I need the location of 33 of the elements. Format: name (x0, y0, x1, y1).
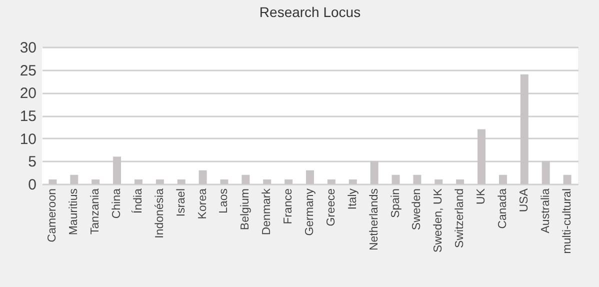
y-tick-label: 10 (20, 130, 36, 148)
x-tick-label: Switzerland (454, 188, 466, 248)
x-tick-label: Netherlands (368, 188, 380, 251)
x-tick-label: Denmark (261, 188, 274, 236)
x-tick-label: Indonésia (154, 188, 166, 238)
x-tick-label: USA (518, 188, 530, 212)
x-tick-label: Germany (304, 188, 316, 236)
x-tick-label: Canada (496, 188, 509, 229)
x-tick-label: multi-cultural (561, 188, 574, 254)
x-tick-label: Sweden, UK (432, 188, 445, 252)
y-tick-label: 5 (28, 154, 36, 171)
y-tick-label: 0 (28, 176, 36, 194)
x-tick-label: Cameroon (46, 188, 59, 242)
x-tick-label: Greece (325, 188, 338, 226)
x-tick-label: Sweden (411, 188, 424, 230)
x-tick-label: Mauritius (68, 188, 80, 236)
y-tick-label: 20 (20, 85, 36, 102)
x-tick-label: UK (476, 188, 488, 204)
y-tick-label: 15 (20, 108, 36, 125)
y-tick-label: 25 (20, 62, 36, 80)
x-tick-label: Australia (540, 188, 552, 234)
x-tick-label: Belgium (240, 188, 252, 230)
y-tick-label: 30 (20, 40, 36, 56)
x-tick-label: Tanzania (90, 188, 102, 235)
x-tick-label: Índia (131, 188, 144, 214)
x-tick-label: Israel (175, 188, 188, 217)
x-tick-label: Laos (218, 188, 230, 214)
x-tick-label: Spain (390, 188, 402, 218)
x-tick-label: China (111, 188, 124, 219)
x-tick-label: France (282, 188, 295, 224)
x-tick-label: Italy (346, 188, 359, 210)
x-tick-label: Korea (196, 188, 209, 220)
chart-title: Research Locus (259, 4, 361, 20)
